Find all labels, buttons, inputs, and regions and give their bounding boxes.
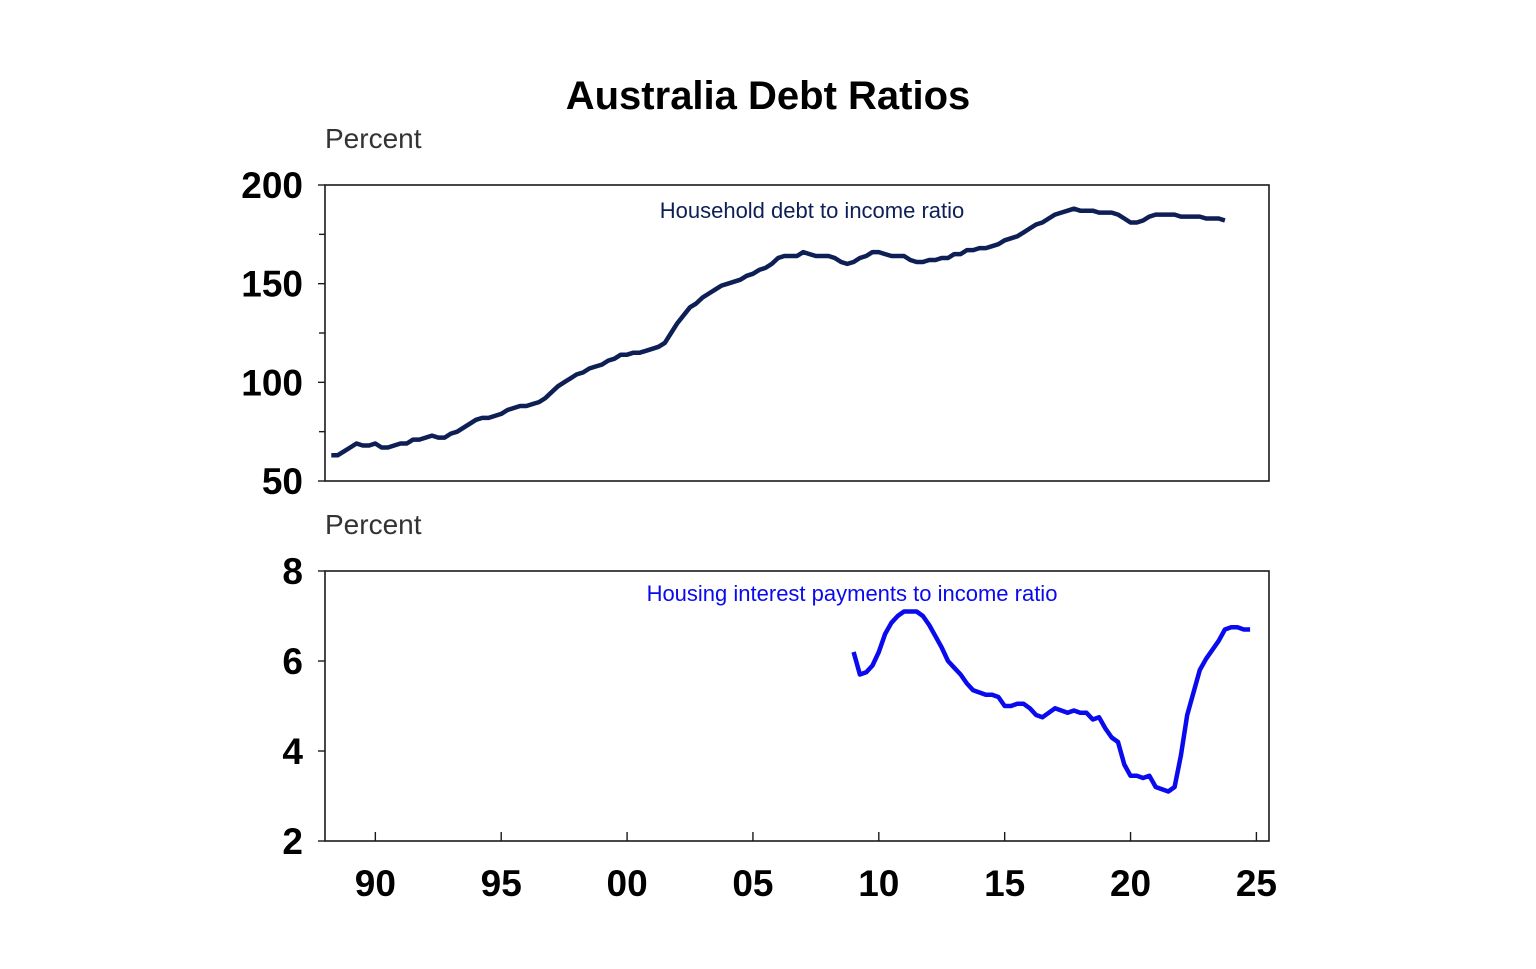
x-tick-label: 15 xyxy=(984,863,1025,904)
x-tick-label: 05 xyxy=(732,863,773,904)
housing-interest-series-label: Housing interest payments to income rati… xyxy=(647,581,1058,606)
y-tick-label: 6 xyxy=(282,641,303,682)
x-axis: 90 95 00 05 10 15 20 25 xyxy=(355,832,1277,904)
top-panel-y-axis: 50 100 150 200 xyxy=(241,165,325,502)
bottom-panel-unit-label: Percent xyxy=(325,509,422,540)
x-tick-label: 00 xyxy=(607,863,648,904)
chart-title: Australia Debt Ratios xyxy=(566,74,971,118)
top-panel-unit-label: Percent xyxy=(325,123,422,154)
y-tick-label: 4 xyxy=(282,731,303,772)
y-tick-label: 200 xyxy=(241,165,303,206)
household-debt-series-label: Household debt to income ratio xyxy=(660,198,965,223)
top-panel-frame xyxy=(324,184,1270,482)
bottom-panel-lines xyxy=(851,609,1251,794)
y-tick-label: 150 xyxy=(241,264,303,305)
y-tick-label: 50 xyxy=(262,461,303,502)
top-panel-lines xyxy=(331,206,1226,458)
series-line xyxy=(331,206,1226,458)
y-tick-label: 2 xyxy=(282,821,303,862)
x-tick-label: 10 xyxy=(858,863,899,904)
bottom-panel-y-axis: 2 4 6 8 xyxy=(282,551,325,862)
x-tick-label: 95 xyxy=(481,863,522,904)
x-tick-label: 90 xyxy=(355,863,396,904)
y-tick-label: 8 xyxy=(282,551,303,592)
x-tick-label: 20 xyxy=(1110,863,1151,904)
x-tick-label: 25 xyxy=(1236,863,1277,904)
series-line xyxy=(851,609,1251,794)
housing-interest-panel: Percent 2 4 6 8 Housing interest payments t… xyxy=(282,509,1270,862)
y-tick-label: 100 xyxy=(241,362,303,403)
household-debt-panel: Percent 50 100 150 200 Household debt to in… xyxy=(241,123,1270,502)
bottom-panel-frame xyxy=(324,570,1270,842)
